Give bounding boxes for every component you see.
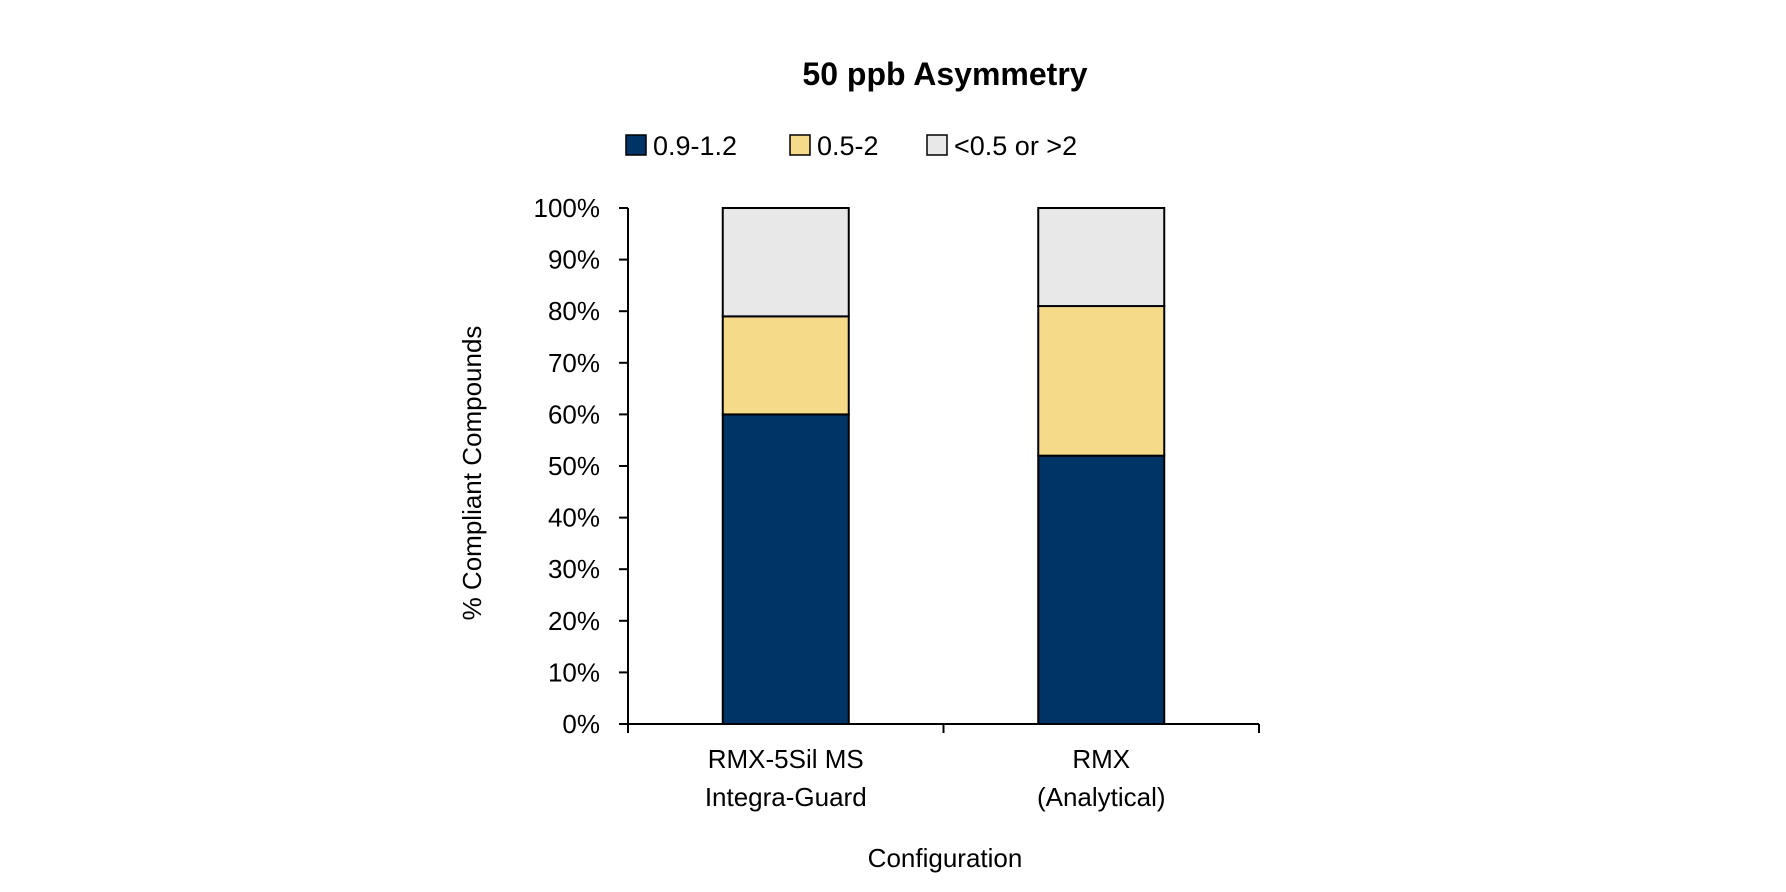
- y-tick-label: 60%: [548, 399, 600, 429]
- y-tick-label: 100%: [534, 193, 601, 223]
- x-axis-title: Configuration: [868, 843, 1023, 873]
- legend-swatch: [789, 134, 811, 156]
- legend: 0.9-1.2 0.5-2 <0.5 or >2: [625, 131, 1077, 161]
- x-category-label: RMX-5Sil MS: [708, 744, 864, 774]
- y-tick-label: 90%: [548, 245, 600, 275]
- y-axis: 0% 10% 20% 30% 40% 50% 60% 70% 80% 90% 100%: [534, 193, 629, 739]
- y-tick-label: 40%: [548, 503, 600, 533]
- bar-segment-2: [1037, 305, 1166, 457]
- x-axis: RMX-5Sil MS Integra-Guard RMX (Analytical): [627, 723, 1260, 812]
- y-tick-label: 30%: [548, 554, 600, 584]
- chart-title: 50 ppb Asymmetry: [802, 56, 1087, 92]
- bar-segment-2: [721, 315, 850, 416]
- legend-swatch: [926, 134, 948, 156]
- bar-segment-1: [1037, 454, 1166, 725]
- x-category-label: Integra-Guard: [705, 782, 867, 812]
- y-tick-label: 70%: [548, 348, 600, 378]
- bars: [721, 207, 1166, 725]
- y-tick-label: 20%: [548, 606, 600, 636]
- legend-label: 0.5-2: [817, 131, 879, 161]
- y-tick-label: 80%: [548, 296, 600, 326]
- legend-label: 0.9-1.2: [653, 131, 737, 161]
- x-category-label: RMX: [1072, 744, 1130, 774]
- y-axis-title: % Compliant Compounds: [457, 326, 487, 621]
- y-tick-label: 0%: [562, 709, 600, 739]
- bar-segment-3: [721, 207, 850, 318]
- bar-segment-3: [1037, 207, 1166, 308]
- y-tick-label: 10%: [548, 657, 600, 687]
- x-category-label: (Analytical): [1037, 782, 1166, 812]
- legend-swatch: [625, 134, 647, 156]
- legend-label: <0.5 or >2: [954, 131, 1077, 161]
- bar-segment-1: [721, 413, 850, 725]
- y-tick-label: 50%: [548, 451, 600, 481]
